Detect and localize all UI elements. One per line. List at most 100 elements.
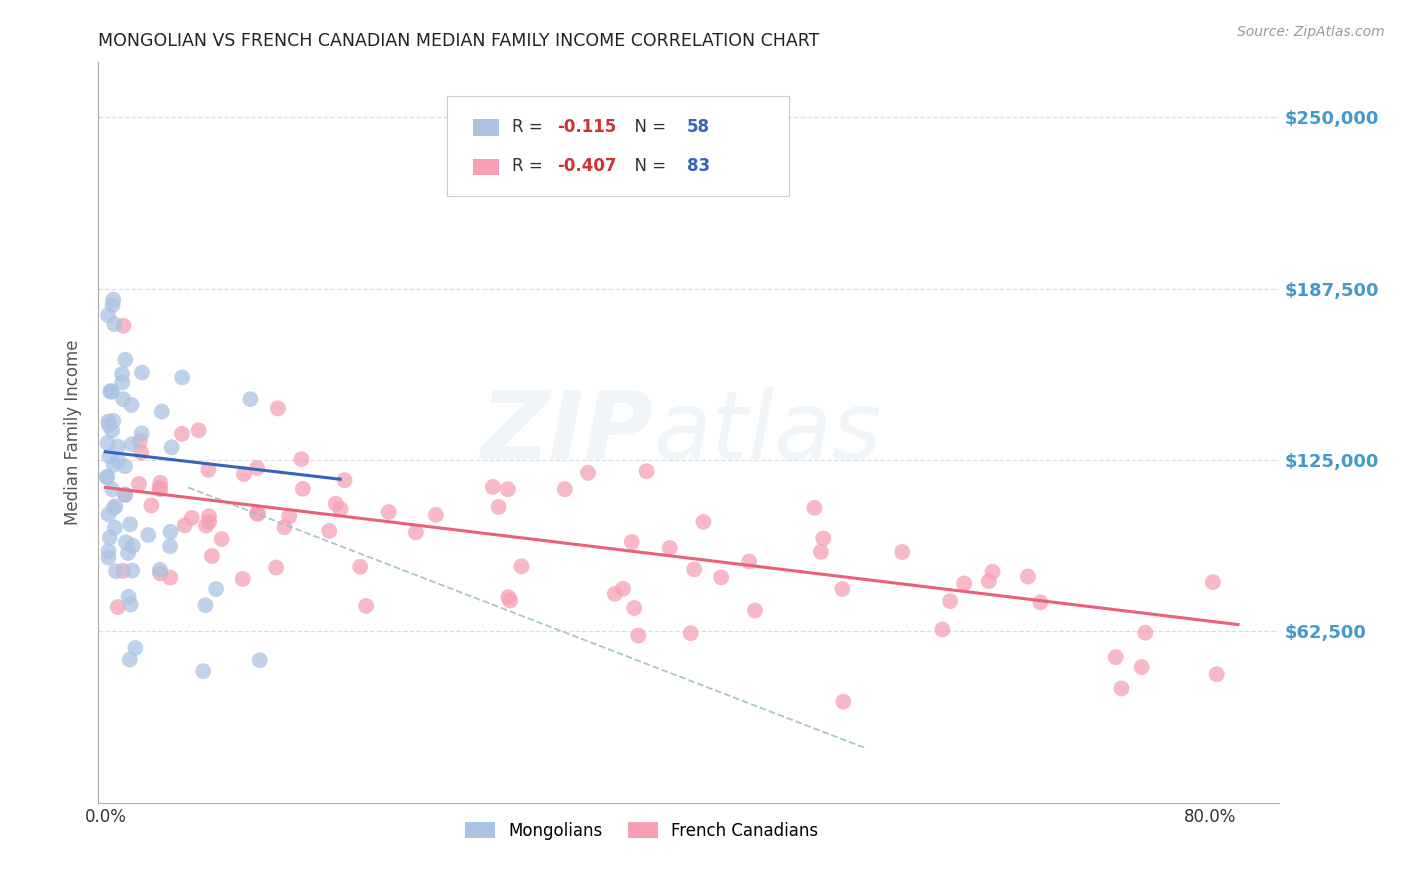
Point — [159, 539, 181, 553]
Text: atlas: atlas — [654, 387, 882, 478]
Point — [112, 318, 135, 333]
FancyBboxPatch shape — [472, 120, 499, 136]
Point — [98, 531, 121, 545]
Point — [354, 599, 377, 613]
Point — [679, 626, 702, 640]
Text: -0.407: -0.407 — [557, 157, 616, 175]
Point — [496, 591, 519, 605]
Point — [170, 426, 193, 441]
Point — [97, 544, 120, 558]
Point — [267, 401, 290, 416]
Point — [117, 590, 139, 604]
Text: MONGOLIAN VS FRENCH CANADIAN MEDIAN FAMILY INCOME CORRELATION CHART: MONGOLIAN VS FRENCH CANADIAN MEDIAN FAMI… — [98, 32, 820, 50]
Point — [96, 470, 118, 484]
Point — [488, 500, 510, 514]
Point — [239, 392, 262, 406]
Point — [405, 525, 427, 540]
Text: Source: ZipAtlas.com: Source: ZipAtlas.com — [1237, 25, 1385, 39]
Point — [576, 466, 599, 480]
Text: N =: N = — [624, 157, 671, 175]
Point — [159, 570, 181, 584]
Point — [97, 415, 120, 429]
Point — [121, 398, 143, 412]
Point — [499, 593, 522, 607]
Point — [891, 545, 914, 559]
Point — [194, 599, 217, 613]
Point — [803, 500, 825, 515]
Point — [810, 545, 832, 559]
Point — [425, 508, 447, 522]
Text: R =: R = — [512, 118, 548, 136]
Text: ZIP: ZIP — [481, 386, 654, 479]
Point — [554, 483, 576, 497]
Point — [1105, 650, 1128, 665]
Point — [233, 467, 256, 481]
Point — [1029, 595, 1052, 609]
Point — [1205, 667, 1227, 681]
Point — [107, 440, 129, 454]
Point — [931, 623, 953, 637]
Point — [115, 535, 138, 549]
FancyBboxPatch shape — [447, 95, 789, 195]
Legend: Mongolians, French Canadians: Mongolians, French Canadians — [458, 815, 825, 847]
Point — [107, 600, 129, 615]
Point — [97, 308, 120, 322]
Point — [620, 535, 643, 549]
Point — [101, 298, 124, 312]
Point — [692, 515, 714, 529]
Point — [683, 562, 706, 576]
Point — [117, 546, 139, 560]
Point — [832, 695, 855, 709]
Point — [101, 483, 124, 497]
Point — [104, 500, 127, 514]
Point — [112, 392, 135, 406]
Point — [623, 601, 645, 615]
Point — [278, 509, 301, 524]
Text: 83: 83 — [686, 157, 710, 175]
Point — [128, 434, 150, 449]
Point — [105, 564, 128, 578]
Point — [180, 510, 202, 524]
Point — [349, 559, 371, 574]
Point — [114, 487, 136, 501]
Point — [118, 652, 141, 666]
Point — [98, 384, 121, 399]
Point — [114, 352, 136, 367]
Point — [939, 594, 962, 608]
Point — [159, 524, 181, 539]
Point — [97, 550, 120, 565]
Point — [510, 559, 533, 574]
Point — [249, 653, 271, 667]
Point — [953, 576, 976, 591]
Point — [129, 445, 152, 459]
Text: -0.115: -0.115 — [557, 118, 616, 136]
Y-axis label: Median Family Income: Median Family Income — [65, 340, 83, 525]
Text: 58: 58 — [686, 118, 710, 136]
Point — [96, 470, 118, 484]
Point — [111, 367, 134, 381]
Point — [290, 452, 312, 467]
Point — [114, 459, 136, 474]
Point — [1135, 625, 1157, 640]
Point — [172, 370, 194, 384]
Point — [246, 461, 269, 475]
Point — [112, 564, 135, 578]
Point — [658, 541, 681, 555]
Point — [131, 366, 153, 380]
Point — [197, 463, 219, 477]
Point — [124, 640, 146, 655]
Point — [173, 518, 195, 533]
Text: N =: N = — [624, 118, 671, 136]
Point — [627, 629, 650, 643]
Point — [96, 435, 118, 450]
Point — [205, 582, 228, 596]
Point — [211, 532, 233, 546]
Point — [981, 565, 1004, 579]
Point — [246, 507, 269, 521]
Point — [136, 528, 159, 542]
Point — [333, 473, 356, 487]
Point — [247, 507, 270, 521]
Point — [141, 499, 163, 513]
Point — [97, 508, 120, 522]
Point — [120, 517, 142, 532]
